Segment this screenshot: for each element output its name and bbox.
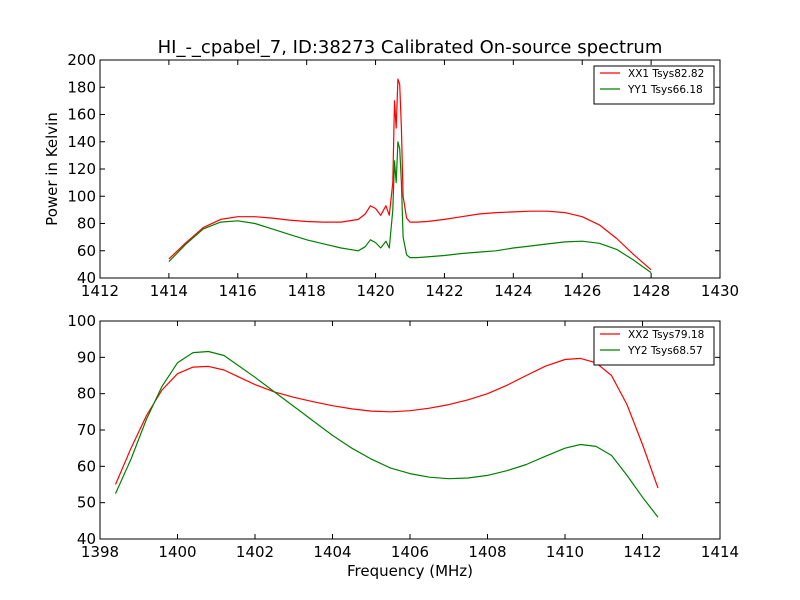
y-tick-label-1-7: 180 <box>67 78 96 96</box>
x-tick-label-2-1: 1400 <box>158 543 196 561</box>
x-tick-label-1-7: 1426 <box>563 282 601 300</box>
x-tick-label-1-0: 1412 <box>81 282 119 300</box>
y-tick-label-1-2: 80 <box>77 215 96 233</box>
legend-label-1-1: XX1 Tsys82.82 <box>628 68 704 80</box>
legend-label-2-2: YY2 Tsys68.57 <box>627 345 703 357</box>
chart-panel-2: 1398 1400 1402 1404 1406 1408 1410 1412 1414 40 50… <box>67 312 739 580</box>
x-tick-label-1-3: 1418 <box>288 282 326 300</box>
y-tick-label-1-3: 100 <box>67 187 96 205</box>
series-line-1-1 <box>168 78 652 271</box>
legend-box-2 <box>593 326 715 366</box>
x-tick-label-1-2: 1416 <box>219 282 257 300</box>
x-tick-label-1-4: 1420 <box>356 282 394 300</box>
x-tick-label-2-8: 1414 <box>701 543 739 561</box>
x-tick-label-2-0: 1398 <box>81 543 119 561</box>
x-tick-label-1-6: 1424 <box>494 282 532 300</box>
legend-label-2-1: XX2 Tsys79.18 <box>628 329 704 341</box>
x-tick-label-2-2: 1402 <box>236 543 274 561</box>
y-tick-label-2-4: 80 <box>77 385 96 403</box>
x-tick-label-1-8: 1428 <box>632 282 670 300</box>
y-tick-label-1-8: 200 <box>67 51 96 69</box>
legend-box-1 <box>593 65 715 105</box>
legend-label-1-2: YY1 Tsys66.18 <box>627 84 703 96</box>
x-tick-label-2-7: 1412 <box>623 543 661 561</box>
chart-panel-1: 1412 1414 1416 1418 1420 1422 1424 1426 1428 1430… <box>43 51 739 300</box>
y-tick-label-2-6: 100 <box>67 312 96 330</box>
x-tick-label-2-3: 1404 <box>313 543 351 561</box>
x-tick-label-2-4: 1406 <box>391 543 429 561</box>
figure-title: HI_-_cpabel_7, ID:38273 Calibrated On-so… <box>158 37 663 58</box>
y-tick-label-1-5: 140 <box>67 133 96 151</box>
y-axis-label-1: Power in Kelvin <box>43 112 61 226</box>
x-tick-label-1-1: 1414 <box>150 282 188 300</box>
series-line-1-2 <box>168 141 652 274</box>
y-tick-label-2-0: 40 <box>77 530 96 548</box>
y-tick-label-1-6: 160 <box>67 106 96 124</box>
y-tick-label-2-1: 50 <box>77 494 96 512</box>
y-tick-label-2-3: 70 <box>77 421 96 439</box>
x-tick-label-2-5: 1408 <box>468 543 506 561</box>
charts-container: 1412 1414 1416 1418 1420 1422 1424 1426 1428 1430… <box>43 51 739 580</box>
x-tick-label-2-6: 1410 <box>546 543 584 561</box>
x-tick-label-1-9: 1430 <box>701 282 739 300</box>
y-tick-label-1-1: 60 <box>77 242 96 260</box>
series-line-2-1 <box>114 357 659 489</box>
x-axis-label-2: Frequency (MHz) <box>347 562 473 580</box>
y-tick-label-2-5: 90 <box>77 348 96 366</box>
y-tick-label-1-4: 120 <box>67 160 96 178</box>
x-tick-label-1-5: 1422 <box>425 282 463 300</box>
y-tick-label-2-2: 60 <box>77 457 96 475</box>
y-tick-label-1-0: 40 <box>77 269 96 287</box>
series-line-2-2 <box>114 350 659 518</box>
